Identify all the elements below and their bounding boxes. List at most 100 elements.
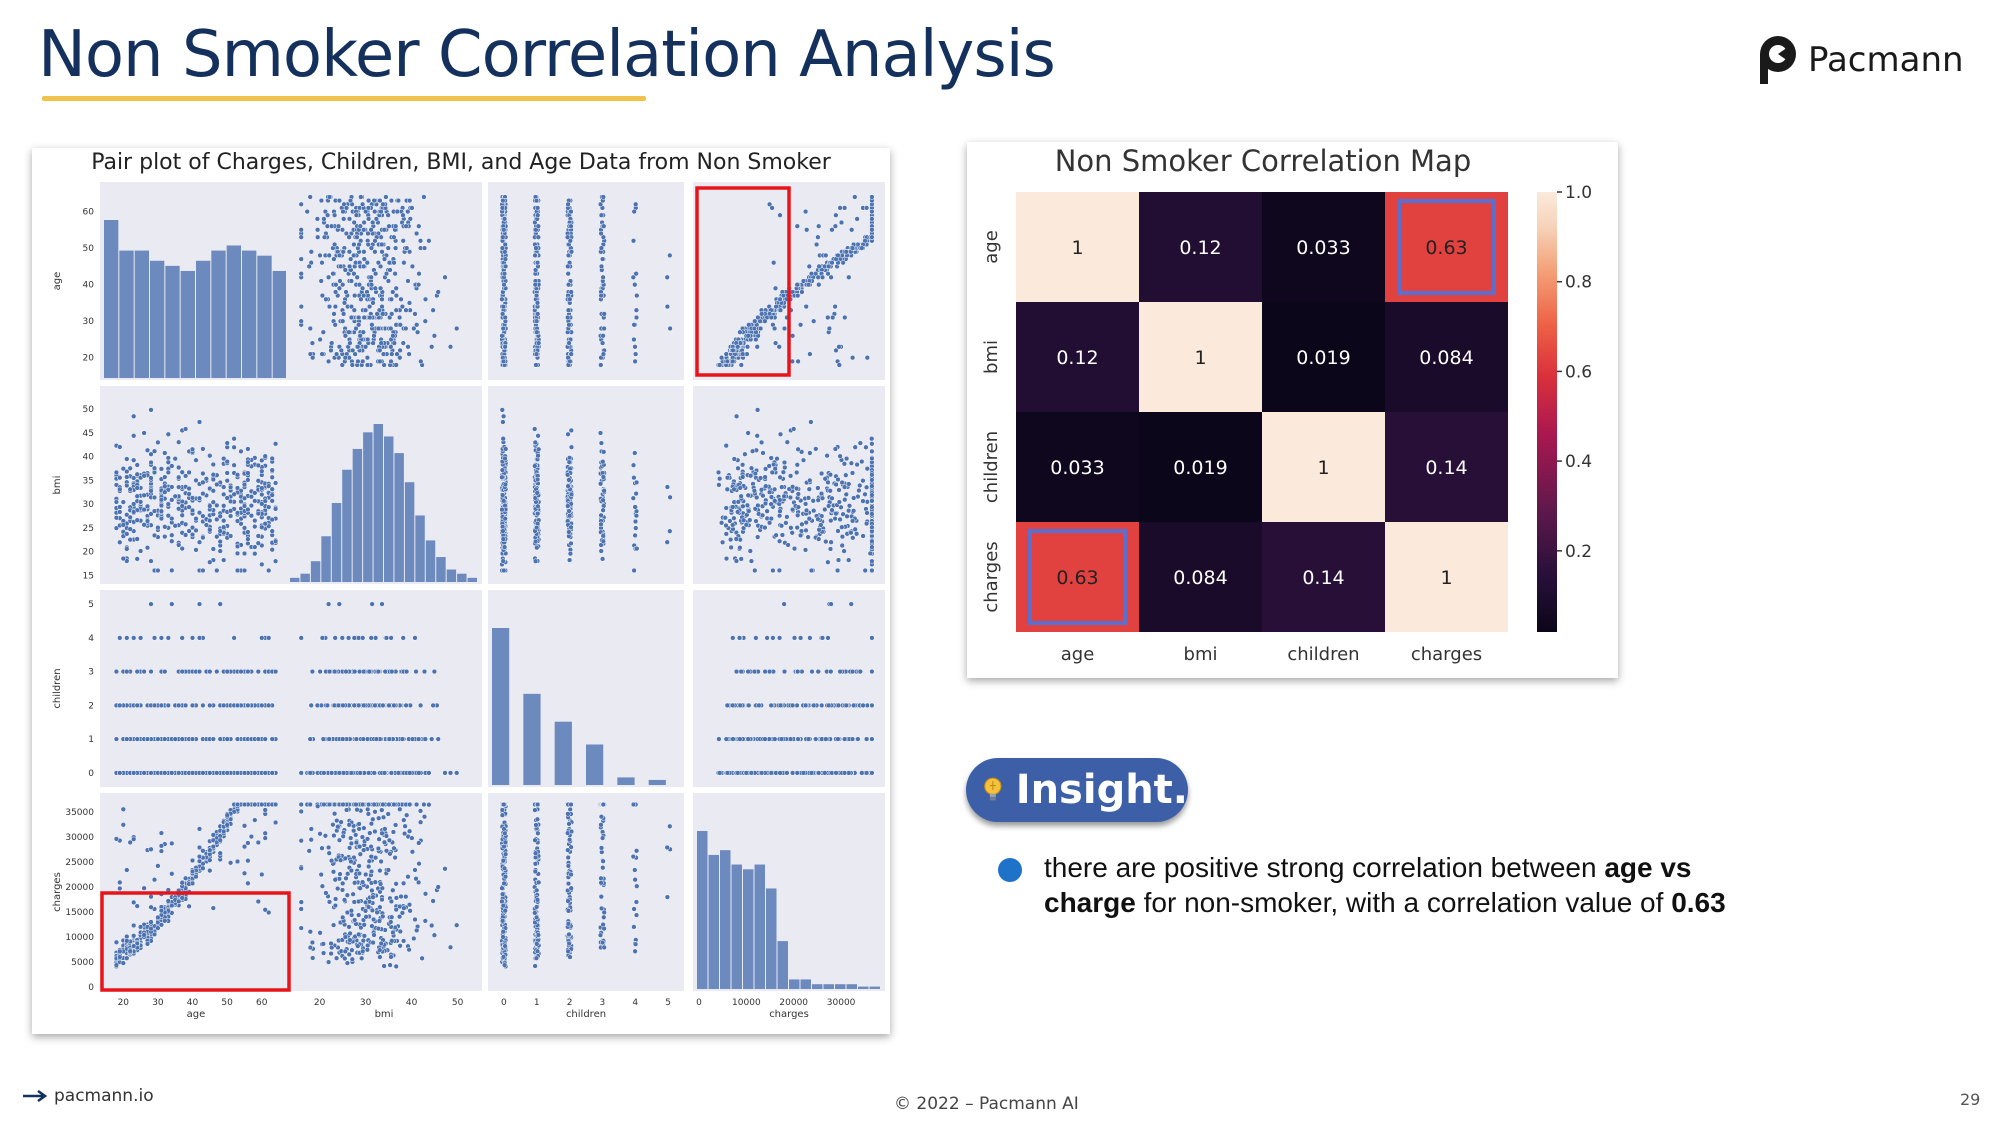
scatter-point <box>383 271 390 277</box>
scatter-point <box>317 336 323 343</box>
scatter-point <box>380 311 386 317</box>
scatter-point <box>255 462 261 469</box>
scatter-point <box>782 464 788 471</box>
scatter-point <box>568 208 574 215</box>
scatter-point <box>532 439 538 446</box>
scatter-point <box>736 635 743 641</box>
scatter-point <box>804 227 810 233</box>
scatter-point <box>255 533 261 539</box>
scatter-point <box>534 205 541 211</box>
scatter-point <box>839 479 845 486</box>
scatter-point <box>400 212 406 218</box>
pair-cell-children-charges <box>693 590 885 787</box>
scatter-point <box>362 307 369 313</box>
scatter-point <box>310 355 316 361</box>
scatter-point <box>227 508 234 514</box>
scatter-point <box>329 340 335 346</box>
scatter-point <box>864 355 870 361</box>
scatter-point <box>214 567 220 574</box>
scatter-point <box>266 635 272 641</box>
scatter-point <box>836 344 842 350</box>
scatter-point <box>535 510 541 517</box>
scatter-point <box>117 475 123 481</box>
scatter-point <box>336 285 343 291</box>
scatter-point <box>379 249 385 255</box>
scatter-point <box>447 344 454 350</box>
scatter-point <box>869 511 875 517</box>
scatter-point <box>536 340 542 346</box>
scatter-point <box>415 282 422 288</box>
scatter-point <box>227 498 234 505</box>
pair-cell-age-children <box>488 182 684 380</box>
scatter-point <box>148 668 154 675</box>
scatter-point <box>857 668 863 675</box>
scatter-point <box>355 358 361 365</box>
scatter-point <box>241 770 248 776</box>
scatter-point <box>186 903 192 909</box>
scatter-point <box>768 770 774 776</box>
scatter-point <box>259 501 265 507</box>
scatter-point <box>347 340 353 346</box>
scatter-point <box>368 635 374 641</box>
histogram-bar <box>290 577 300 582</box>
scatter-point <box>430 307 436 313</box>
scatter-point <box>378 340 384 346</box>
scatter-point <box>826 263 832 270</box>
scatter-point <box>339 635 345 641</box>
scatter-point <box>630 495 636 501</box>
scatter-point <box>207 867 213 874</box>
scatter-point <box>764 635 770 641</box>
scatter-point <box>186 469 192 476</box>
scatter-point <box>422 296 429 302</box>
scatter-point <box>601 488 607 494</box>
scatter-point <box>762 474 768 480</box>
scatter-point <box>534 260 541 266</box>
scatter-point <box>869 234 875 240</box>
scatter-point <box>869 567 875 574</box>
scatter-point <box>189 495 196 501</box>
scatter-point <box>155 439 161 446</box>
scatter-point <box>238 668 244 675</box>
scatter-point <box>120 522 126 528</box>
scatter-point <box>762 524 768 531</box>
scatter-point <box>633 525 639 531</box>
scatter-point <box>770 635 776 641</box>
scatter-point <box>795 358 801 365</box>
scatter-point <box>176 770 182 776</box>
scatter-point <box>843 455 850 462</box>
scatter-point <box>846 557 852 563</box>
scatter-point <box>738 556 744 562</box>
scatter-point <box>869 436 875 442</box>
scatter-point <box>743 770 749 776</box>
scatter-point <box>328 347 334 354</box>
pair-cell-children-age <box>100 590 292 787</box>
scatter-point <box>777 212 783 218</box>
scatter-point <box>825 271 831 277</box>
scatter-point <box>406 249 413 255</box>
scatter-point <box>501 227 507 233</box>
scatter-point <box>819 495 826 501</box>
scatter-point <box>361 314 367 321</box>
scatter-point <box>813 736 819 742</box>
scatter-point <box>723 522 729 529</box>
scatter-point <box>386 736 393 742</box>
scatter-point <box>151 702 158 709</box>
scatter-point <box>182 702 189 709</box>
scatter-point <box>172 456 178 462</box>
scatter-point <box>397 355 403 361</box>
scatter-point <box>385 278 392 284</box>
scatter-point <box>564 472 571 478</box>
scatter-point <box>833 481 839 488</box>
scatter-point <box>217 736 223 742</box>
scatter-point <box>403 325 409 332</box>
scatter-point <box>855 736 861 742</box>
scatter-point <box>823 252 829 259</box>
scatter-point <box>849 245 856 251</box>
scatter-point <box>365 770 372 776</box>
scatter-point <box>127 514 133 520</box>
scatter-point <box>409 205 415 211</box>
scatter-point <box>336 770 343 776</box>
scatter-point <box>353 325 359 332</box>
scatter-point <box>794 770 800 776</box>
scatter-point <box>783 520 789 526</box>
